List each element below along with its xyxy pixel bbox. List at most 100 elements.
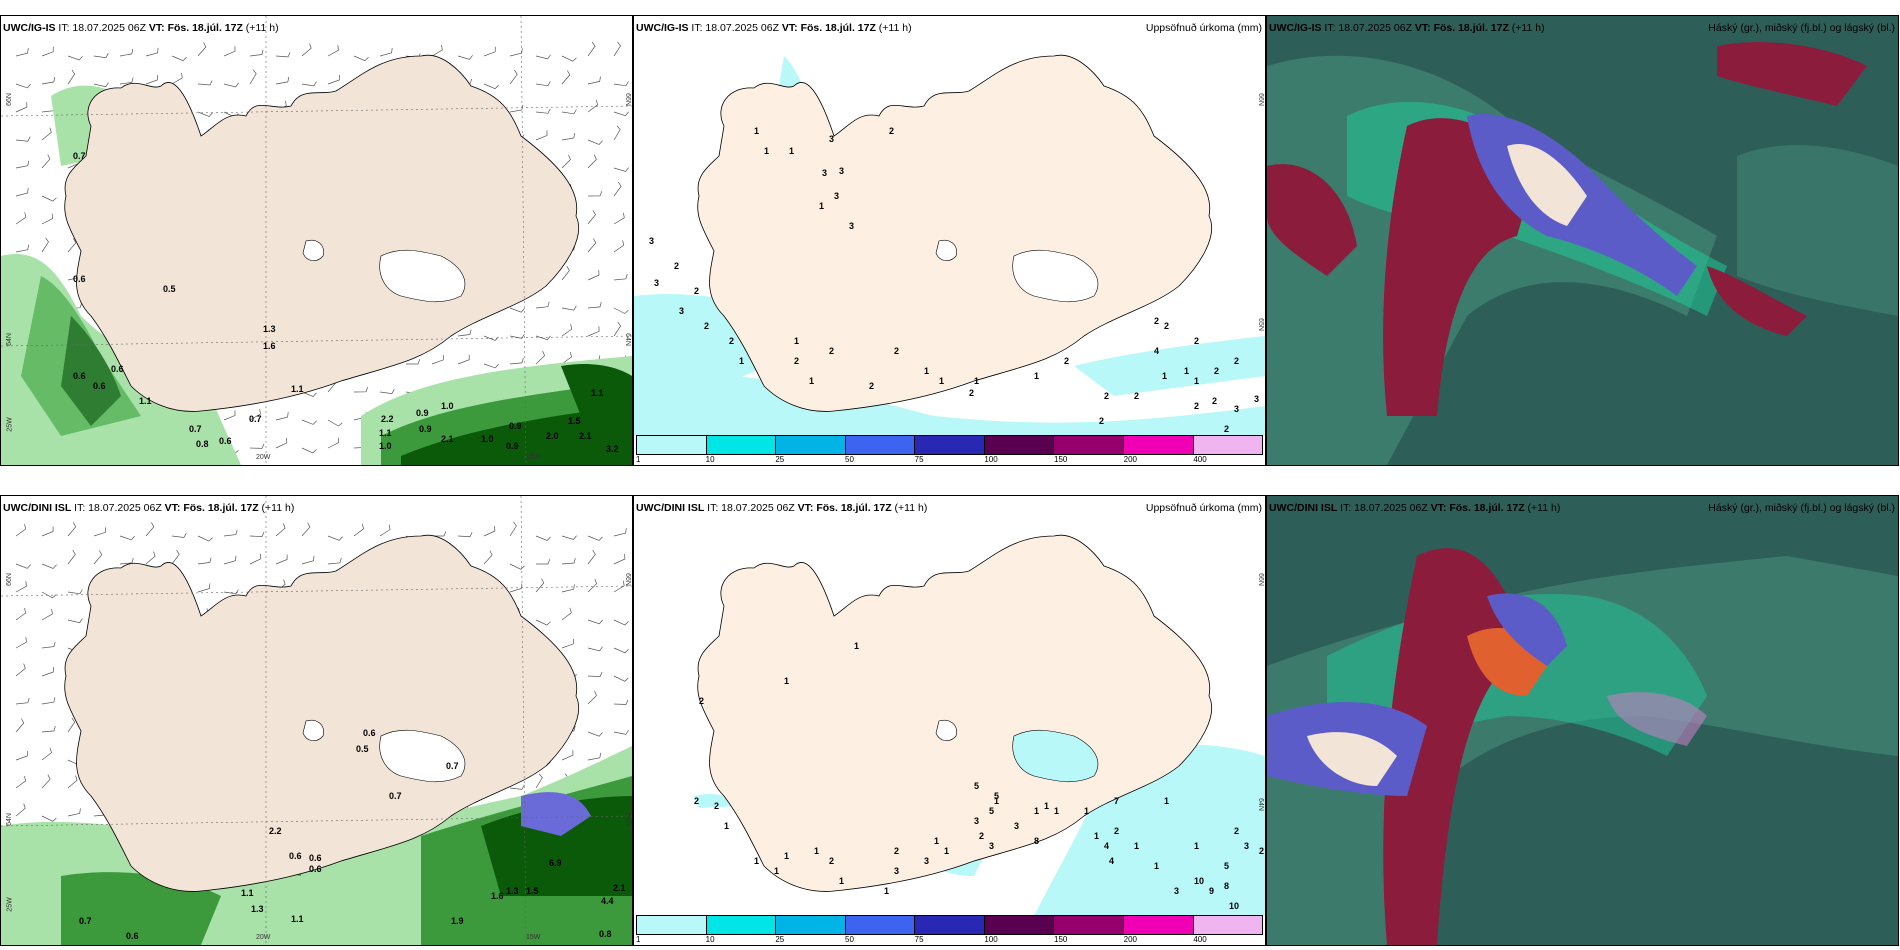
- precip-value-label: 0.9: [506, 441, 519, 451]
- precip-value-label: 0.9: [509, 421, 522, 431]
- wind-barb: [613, 730, 629, 735]
- wind-barb: [275, 523, 286, 537]
- wind-barb: [613, 181, 622, 197]
- wind-barb: [535, 578, 545, 593]
- precip-value-label: 2: [1212, 396, 1218, 406]
- precip-value-label: 2: [869, 381, 875, 391]
- wind-barb: [301, 81, 317, 87]
- valid-time: Fös. 18.júl. 17Z: [167, 22, 243, 34]
- wind-barb: [561, 154, 571, 169]
- precip-colorbar: [636, 915, 1263, 935]
- wind-barb: [145, 47, 159, 57]
- wind-barb: [249, 443, 265, 449]
- wind-barb: [432, 531, 447, 537]
- precip-value-label: 3: [1254, 394, 1260, 404]
- wind-barb: [613, 675, 629, 682]
- colorbar-tick-label: 10: [705, 935, 715, 944]
- wind-barb: [327, 74, 340, 85]
- panel-clouds-igis: UWC/IG-IS IT: 18.07.2025 06Z VT: Fös. 18…: [1266, 15, 1899, 466]
- precip-value-label: 1.1: [291, 914, 304, 924]
- panel-wind-precip-igis: UWC/IG-IS IT: 18.07.2025 06Z VT: Fös. 18…: [0, 15, 633, 466]
- lat-label-66: 66N: [5, 93, 13, 106]
- wind-barb: [509, 521, 517, 537]
- wind-barb: [249, 49, 264, 57]
- precip-value-label: 0.8: [599, 929, 612, 939]
- wind-barb: [67, 69, 76, 85]
- wind-barb: [223, 410, 236, 421]
- wind-barb: [15, 608, 27, 621]
- wind-barb: [587, 578, 598, 593]
- lat-label-66-right: 66N: [1256, 573, 1264, 586]
- precip-value-label: 1: [754, 856, 760, 866]
- precip-colorbar-ticks: 1 10 25 50 75 100 150 200 400: [636, 455, 1263, 465]
- precip-value-label: 1.3: [251, 904, 264, 914]
- lat-label-64-right: 64N: [623, 333, 631, 346]
- precip-value-label: 1: [1094, 831, 1100, 841]
- panel-header: UWC/IG-IS IT: 18.07.2025 06Z VT: Fös. 18…: [634, 22, 1265, 38]
- init-time: IT: 18.07.2025 06Z: [74, 502, 162, 514]
- wind-barb: [301, 447, 317, 454]
- precip-value-label: 0.7: [189, 424, 202, 434]
- wind-barb: [15, 697, 30, 705]
- wind-barb: [587, 238, 597, 253]
- cloud-layers: [1267, 548, 1898, 945]
- precip-value-label: 3: [822, 168, 828, 178]
- precip-value-label: 3: [839, 166, 845, 176]
- wind-barb: [457, 531, 473, 538]
- precip-value-label: 0.5: [163, 284, 176, 294]
- lon-label-20: 20W: [256, 934, 271, 941]
- wind-barb: [613, 619, 629, 626]
- precip-value-label: 1: [944, 846, 950, 856]
- precip-value-label: 0.6: [73, 274, 86, 284]
- wind-barb: [353, 386, 369, 393]
- wind-barb: [41, 127, 52, 141]
- colorbar-tick-label: 75: [914, 935, 924, 944]
- wind-barb: [509, 69, 518, 85]
- valid-label: VT:: [781, 22, 798, 34]
- wind-barb: [15, 663, 26, 677]
- colorbar-swatch: [637, 916, 707, 934]
- precip-value-label: 1: [884, 886, 890, 896]
- wind-barb: [301, 555, 315, 565]
- lon-label-15: 15W: [526, 934, 541, 941]
- wind-barb: [15, 803, 26, 817]
- precip-value-label: 0.6: [289, 851, 302, 861]
- precip-value-label: 1: [739, 356, 745, 366]
- colorbar-swatch: [1123, 436, 1194, 454]
- precip-value-label: 1: [1184, 366, 1190, 376]
- wind-barb: [587, 619, 603, 625]
- wind-barb: [15, 244, 29, 253]
- wind-barb: [15, 563, 31, 569]
- wind-barb: [145, 522, 155, 537]
- precip-value-label: 1: [784, 851, 790, 861]
- lon-label-15: 15W: [526, 454, 541, 461]
- wind-barb: [249, 531, 265, 537]
- precip-value-label: 5: [989, 806, 995, 816]
- precip-value-label: 1: [784, 676, 790, 686]
- precip-value-label: 1.1: [139, 396, 152, 406]
- precip-value-label: 1: [1154, 861, 1160, 871]
- precip-value-label: 0.6: [309, 853, 322, 863]
- precip-value-label: 3: [974, 816, 980, 826]
- wind-barb: [613, 111, 629, 117]
- colorbar-swatch: [1193, 916, 1263, 934]
- wind-barb: [67, 618, 83, 624]
- wind-barb: [197, 583, 211, 593]
- wind-barb: [67, 550, 76, 565]
- precip-value-label: 2: [1104, 391, 1110, 401]
- precip-value-label: 2.2: [381, 414, 394, 424]
- wind-barb: [379, 47, 393, 57]
- wind-barb: [483, 46, 496, 57]
- wind-barb: [41, 666, 54, 677]
- precip-value-label: 6.9: [549, 858, 562, 868]
- wind-barb: [535, 335, 551, 341]
- precip-value-label: 2: [969, 388, 975, 398]
- wind-barb: [561, 55, 577, 62]
- precip-value-label: 1: [794, 336, 800, 346]
- wind-barb: [613, 528, 627, 537]
- precip-value-label: 1: [939, 376, 945, 386]
- wind-barb: [41, 747, 52, 761]
- precip-value-label: 0.6: [73, 371, 86, 381]
- precip-value-label: 1: [724, 821, 730, 831]
- wind-barb: [535, 108, 551, 114]
